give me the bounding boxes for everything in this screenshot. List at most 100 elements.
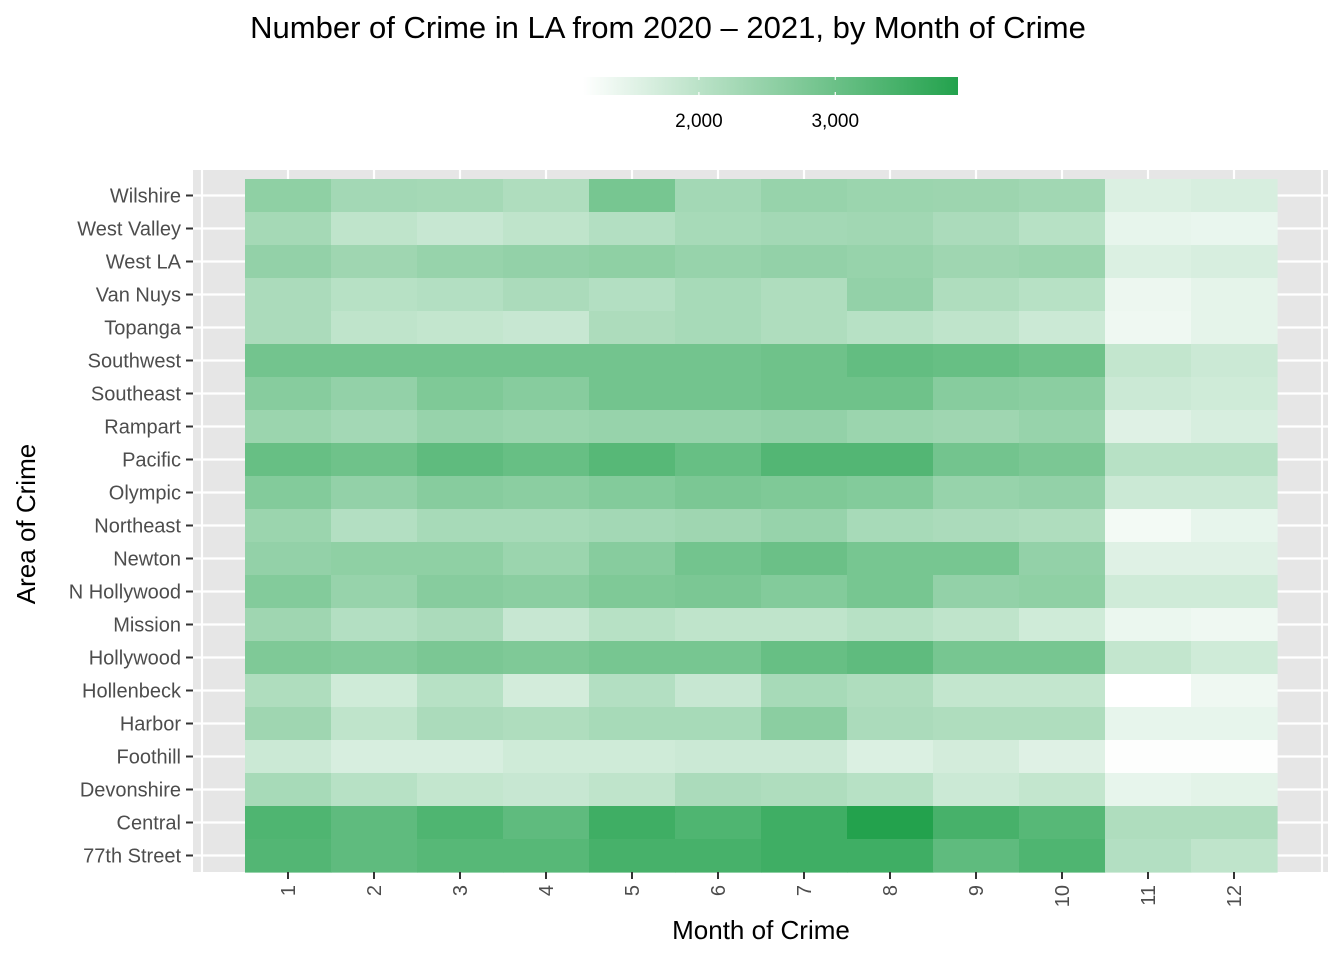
heatmap-cell bbox=[761, 740, 848, 774]
heatmap-cell bbox=[933, 839, 1020, 873]
heatmap-cell bbox=[847, 839, 934, 873]
heatmap-cell bbox=[1019, 410, 1106, 444]
heatmap-cell bbox=[847, 311, 934, 345]
heatmap-cell bbox=[503, 707, 590, 741]
heatmap-cell bbox=[589, 212, 676, 246]
heatmap-cell bbox=[847, 542, 934, 576]
heatmap-cell bbox=[245, 674, 332, 708]
heatmap-cell bbox=[847, 674, 934, 708]
heatmap-cell bbox=[675, 509, 762, 543]
y-axis: Wilshire West Valley West LA Van Nuys Topang… bbox=[69, 186, 193, 868]
heatmap-cell bbox=[933, 245, 1020, 279]
y-tick-label: Newton bbox=[113, 549, 181, 571]
heatmap-cell bbox=[933, 740, 1020, 774]
heatmap-cell bbox=[503, 575, 590, 609]
heatmap-cell bbox=[589, 476, 676, 510]
heatmap-cell bbox=[245, 641, 332, 675]
heatmap-cell bbox=[1191, 443, 1278, 477]
heatmap-cell bbox=[417, 740, 504, 774]
heatmap-cell bbox=[761, 839, 848, 873]
heatmap-cell bbox=[417, 443, 504, 477]
heatmap-cell bbox=[675, 245, 762, 279]
heatmap-cell bbox=[847, 278, 934, 312]
heatmap-cells bbox=[245, 179, 1278, 873]
heatmap-cell bbox=[589, 575, 676, 609]
heatmap-cell bbox=[331, 278, 418, 312]
heatmap-cell bbox=[761, 377, 848, 411]
heatmap-cell bbox=[1191, 179, 1278, 213]
heatmap-cell bbox=[1105, 443, 1192, 477]
heatmap-cell bbox=[761, 311, 848, 345]
heatmap-cell bbox=[1191, 311, 1278, 345]
heatmap-cell bbox=[761, 212, 848, 246]
heatmap-cell bbox=[1019, 839, 1106, 873]
heatmap-cell bbox=[847, 773, 934, 807]
heatmap-cell bbox=[1019, 377, 1106, 411]
heatmap-cell bbox=[503, 608, 590, 642]
heatmap-cell bbox=[331, 674, 418, 708]
y-tick-label: Northeast bbox=[94, 516, 181, 538]
heatmap-cell bbox=[933, 443, 1020, 477]
heatmap-cell bbox=[1105, 641, 1192, 675]
heatmap-cell bbox=[331, 707, 418, 741]
heatmap-cell bbox=[675, 575, 762, 609]
heatmap-cell bbox=[1019, 212, 1106, 246]
heatmap-cell bbox=[675, 674, 762, 708]
heatmap-cell bbox=[847, 608, 934, 642]
y-tick-label: Southwest bbox=[88, 351, 182, 373]
heatmap-cell bbox=[761, 608, 848, 642]
heatmap-cell bbox=[503, 773, 590, 807]
heatmap-cell bbox=[1191, 476, 1278, 510]
heatmap-cell bbox=[675, 212, 762, 246]
heatmap-cell bbox=[417, 410, 504, 444]
heatmap-cell bbox=[675, 707, 762, 741]
heatmap-cell bbox=[245, 509, 332, 543]
heatmap-cell bbox=[503, 806, 590, 840]
y-tick-label: Rampart bbox=[104, 417, 181, 439]
heatmap-cell bbox=[675, 377, 762, 411]
heatmap-cell bbox=[675, 278, 762, 312]
heatmap-cell bbox=[933, 707, 1020, 741]
heatmap-cell bbox=[1191, 674, 1278, 708]
x-tick-label: 7 bbox=[794, 885, 816, 896]
x-tick-label: 8 bbox=[880, 885, 902, 896]
heatmap-cell bbox=[331, 410, 418, 444]
heatmap-cell bbox=[417, 278, 504, 312]
y-axis-title: Area of Crime bbox=[11, 444, 41, 604]
heatmap-cell bbox=[1191, 740, 1278, 774]
heatmap-cell bbox=[589, 773, 676, 807]
heatmap-cell bbox=[503, 641, 590, 675]
heatmap-cell bbox=[503, 179, 590, 213]
heatmap-cell bbox=[1191, 575, 1278, 609]
heatmap-cell bbox=[1019, 674, 1106, 708]
heatmap-cell bbox=[1105, 410, 1192, 444]
x-axis-title: Month of Crime bbox=[672, 915, 850, 945]
heatmap-cell bbox=[847, 806, 934, 840]
heatmap-cell bbox=[847, 179, 934, 213]
heatmap-cell bbox=[847, 377, 934, 411]
heatmap-cell bbox=[503, 509, 590, 543]
legend-tick-label: 3,000 bbox=[811, 111, 859, 132]
heatmap-cell bbox=[245, 179, 332, 213]
heatmap-cell bbox=[1019, 179, 1106, 213]
heatmap-cell bbox=[589, 641, 676, 675]
chart-title: Number of Crime in LA from 2020 – 2021, … bbox=[250, 10, 1086, 45]
heatmap-cell bbox=[245, 608, 332, 642]
x-tick-label: 4 bbox=[536, 885, 558, 896]
heatmap-cell bbox=[589, 542, 676, 576]
heatmap-cell bbox=[1191, 377, 1278, 411]
heatmap-cell bbox=[589, 806, 676, 840]
legend-tick-label: 2,000 bbox=[675, 111, 723, 132]
heatmap-cell bbox=[847, 707, 934, 741]
heatmap-cell bbox=[675, 542, 762, 576]
heatmap-cell bbox=[245, 575, 332, 609]
heatmap-cell bbox=[933, 278, 1020, 312]
heatmap-cell bbox=[417, 806, 504, 840]
heatmap-cell bbox=[1191, 278, 1278, 312]
heatmap-cell bbox=[589, 278, 676, 312]
heatmap-cell bbox=[847, 344, 934, 378]
heatmap-cell bbox=[417, 608, 504, 642]
heatmap-cell bbox=[503, 311, 590, 345]
heatmap-cell bbox=[1105, 608, 1192, 642]
heatmap-cell bbox=[1191, 410, 1278, 444]
